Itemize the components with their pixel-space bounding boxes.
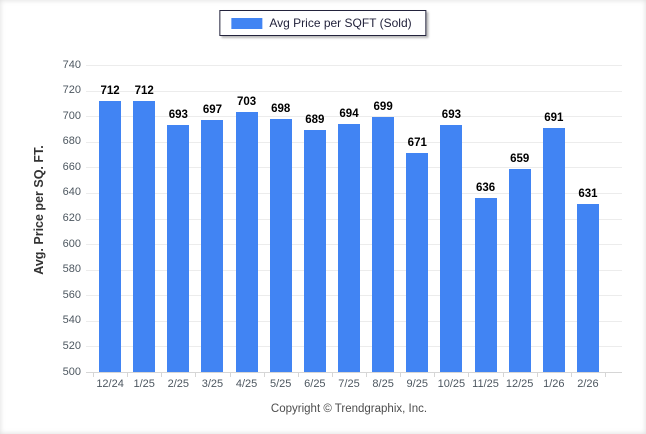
legend[interactable]: Avg Price per SQFT (Sold) — [219, 10, 427, 36]
x-tick-label: 1/26 — [543, 378, 565, 390]
x-axis-tick — [331, 373, 333, 377]
bar-value-label: 712 — [100, 84, 120, 97]
bar[interactable] — [99, 100, 122, 372]
x-axis-tick — [127, 373, 129, 377]
y-tick-label: 640 — [62, 186, 81, 199]
x-tick-label: 11/25 — [472, 378, 499, 390]
bar[interactable] — [576, 204, 599, 372]
bar[interactable] — [201, 120, 224, 372]
x-axis-tick — [263, 373, 265, 377]
x-tick-label: 4/25 — [235, 378, 258, 390]
y-tick-label: 680 — [62, 135, 81, 148]
x-tick-label: 2/26 — [577, 378, 599, 390]
bar[interactable] — [338, 123, 360, 372]
y-tick-label: 560 — [62, 288, 81, 301]
x-tick-label: 8/25 — [372, 378, 394, 390]
x-tick-label: 1/25 — [133, 378, 155, 390]
y-tick-label: 580 — [62, 263, 81, 276]
bar[interactable] — [269, 118, 292, 372]
x-axis-tick — [536, 373, 538, 377]
bar[interactable] — [508, 168, 531, 372]
legend-label: Avg Price per SQFT (Sold) — [269, 16, 412, 30]
bar[interactable] — [406, 153, 429, 372]
x-axis-tick — [468, 373, 470, 377]
bar-value-label: 693 — [441, 109, 461, 122]
bar-value-label: 712 — [134, 84, 154, 97]
x-tick-label: 12/24 — [96, 378, 124, 390]
y-tick-label: 540 — [62, 314, 81, 327]
bar-value-label: 694 — [339, 107, 359, 120]
bar-value-label: 697 — [202, 104, 223, 116]
x-axis-tick — [605, 373, 606, 377]
x-axis-tick — [400, 373, 402, 377]
bar-value-label: 689 — [305, 114, 325, 127]
x-tick-label: 2/25 — [167, 378, 190, 390]
bar-value-label: 703 — [237, 96, 257, 109]
bar[interactable] — [542, 127, 565, 372]
x-tick-label: 10/25 — [437, 378, 466, 390]
y-tick-label: 660 — [62, 160, 81, 173]
plot-area: 500 520 540 560 580 600 620 640 660 680 700 720 740 7… — [63, 59, 622, 390]
x-axis-line — [86, 372, 622, 373]
x-axis-tick — [229, 373, 231, 377]
x-axis-tick — [434, 373, 436, 377]
bar[interactable] — [133, 100, 156, 372]
x-tick-label: 5/25 — [270, 378, 292, 390]
x-axis-tick — [93, 373, 94, 377]
y-tick-label: 700 — [62, 109, 81, 122]
x-axis-tick — [161, 373, 163, 377]
bar-value-label: 671 — [407, 137, 427, 150]
y-tick-label: 720 — [62, 84, 81, 97]
x-tick-label: 3/25 — [201, 378, 224, 390]
gridline — [86, 90, 622, 92]
bar-value-label: 691 — [544, 111, 564, 124]
x-axis-tick — [366, 373, 368, 377]
bar[interactable] — [167, 125, 190, 372]
bar[interactable] — [303, 130, 326, 372]
bar[interactable] — [372, 117, 395, 372]
y-tick-label: 600 — [62, 237, 81, 250]
x-axis-tick — [570, 373, 572, 377]
copyright-text: Copyright © Trendgraphix, Inc. — [270, 403, 428, 415]
bar[interactable] — [440, 125, 463, 372]
x-tick-label: 6/25 — [304, 378, 326, 390]
bar-value-label: 693 — [168, 109, 188, 122]
x-tick-label: 7/25 — [338, 378, 360, 390]
bar-value-label: 631 — [578, 188, 598, 201]
y-tick-label: 620 — [62, 212, 81, 224]
x-tick-label: 9/25 — [406, 378, 428, 390]
y-tick-label: 740 — [62, 58, 81, 71]
bar-value-label: 636 — [475, 182, 496, 195]
x-axis-tick — [502, 373, 504, 377]
legend-swatch-icon — [231, 17, 263, 29]
y-tick-label: 520 — [62, 339, 81, 352]
x-axis-tick — [195, 373, 197, 377]
bar-value-label: 698 — [271, 102, 291, 115]
bar[interactable] — [235, 112, 258, 372]
bar-value-label: 699 — [373, 101, 393, 114]
gridline — [86, 65, 622, 66]
gridline — [86, 116, 622, 118]
x-axis-tick — [297, 373, 299, 377]
bar-value-label: 659 — [510, 152, 530, 165]
bar[interactable] — [474, 198, 497, 372]
x-tick-label: 12/25 — [505, 378, 534, 390]
y-tick-label: 500 — [62, 365, 81, 378]
